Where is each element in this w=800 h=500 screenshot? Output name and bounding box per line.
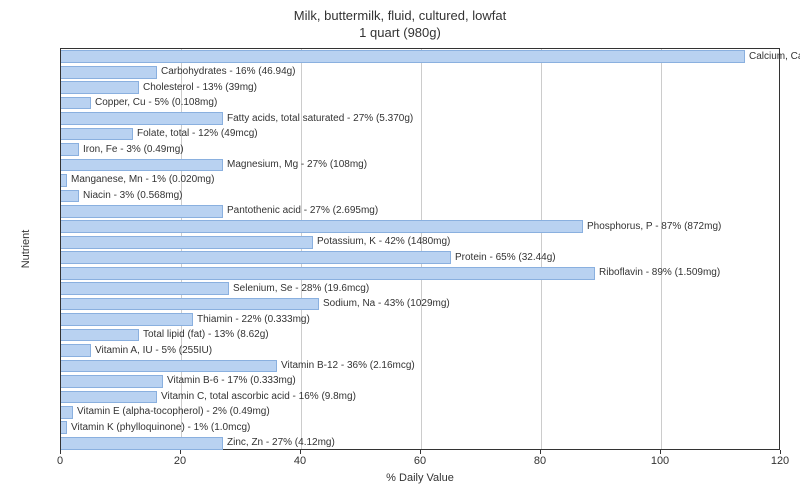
- gridline: [661, 49, 662, 449]
- chart-title: Milk, buttermilk, fluid, cultured, lowfa…: [0, 0, 800, 42]
- x-tick: [780, 450, 781, 454]
- nutrient-bar-label: Carbohydrates - 16% (46.94g): [161, 67, 296, 77]
- nutrient-bar-label: Vitamin B-6 - 17% (0.333mg): [167, 376, 296, 386]
- nutrient-bar-label: Zinc, Zn - 27% (4.12mg): [227, 438, 335, 448]
- x-tick: [180, 450, 181, 454]
- x-tick: [660, 450, 661, 454]
- gridline: [421, 49, 422, 449]
- x-tick-label: 40: [294, 455, 306, 467]
- nutrient-bar: [61, 97, 91, 110]
- x-tick: [60, 450, 61, 454]
- x-tick-label: 60: [414, 455, 426, 467]
- x-axis-label: % Daily Value: [386, 472, 454, 484]
- nutrient-bar-label: Vitamin B-12 - 36% (2.16mcg): [281, 361, 415, 371]
- nutrient-bar: [61, 50, 745, 63]
- nutrient-bar-label: Selenium, Se - 28% (19.6mcg): [233, 284, 369, 294]
- nutrient-bar: [61, 406, 73, 419]
- x-tick-label: 120: [771, 455, 789, 467]
- nutrient-bar-label: Riboflavin - 89% (1.509mg): [599, 268, 720, 278]
- nutrient-bar-label: Fatty acids, total saturated - 27% (5.37…: [227, 114, 413, 124]
- nutrient-bar: [61, 66, 157, 79]
- nutrient-bar-label: Manganese, Mn - 1% (0.020mg): [71, 175, 214, 185]
- nutrient-bar: [61, 391, 157, 404]
- gridline: [541, 49, 542, 449]
- nutrient-bar: [61, 375, 163, 388]
- x-tick-label: 0: [57, 455, 63, 467]
- title-line1: Milk, buttermilk, fluid, cultured, lowfa…: [294, 8, 506, 23]
- nutrient-bar: [61, 421, 67, 434]
- nutrient-bar: [61, 251, 451, 264]
- nutrient-bar: [61, 159, 223, 172]
- nutrient-bar: [61, 81, 139, 94]
- nutrient-bar: [61, 190, 79, 203]
- plot-area: Calcium, Ca - 114% (1137mg)Carbohydrates…: [60, 48, 780, 450]
- y-axis-label: Nutrient: [20, 230, 32, 269]
- nutrient-bar: [61, 344, 91, 357]
- nutrient-bar-label: Pantothenic acid - 27% (2.695mg): [227, 206, 378, 216]
- nutrient-bar: [61, 313, 193, 326]
- nutrient-bar: [61, 220, 583, 233]
- nutrient-bar-label: Folate, total - 12% (49mcg): [137, 129, 258, 139]
- nutrient-bar: [61, 205, 223, 218]
- x-tick: [540, 450, 541, 454]
- nutrient-bar-label: Vitamin C, total ascorbic acid - 16% (9.…: [161, 392, 356, 402]
- nutrient-bar-label: Phosphorus, P - 87% (872mg): [587, 222, 721, 232]
- nutrient-bar-label: Magnesium, Mg - 27% (108mg): [227, 160, 367, 170]
- nutrient-bar-label: Cholesterol - 13% (39mg): [143, 83, 257, 93]
- nutrient-bar-label: Calcium, Ca - 114% (1137mg): [749, 52, 800, 62]
- nutrient-bar: [61, 112, 223, 125]
- gridline: [301, 49, 302, 449]
- nutrient-bar-label: Total lipid (fat) - 13% (8.62g): [143, 330, 269, 340]
- x-tick-label: 20: [174, 455, 186, 467]
- gridline: [181, 49, 182, 449]
- nutrient-bar: [61, 267, 595, 280]
- nutrient-bar-chart: Milk, buttermilk, fluid, cultured, lowfa…: [0, 0, 800, 500]
- nutrient-bar: [61, 282, 229, 295]
- nutrient-bar: [61, 360, 277, 373]
- nutrient-bar-label: Iron, Fe - 3% (0.49mg): [83, 145, 184, 155]
- x-tick-label: 100: [651, 455, 669, 467]
- nutrient-bar-label: Potassium, K - 42% (1480mg): [317, 237, 450, 247]
- nutrient-bar-label: Niacin - 3% (0.568mg): [83, 191, 182, 201]
- nutrient-bar-label: Protein - 65% (32.44g): [455, 253, 556, 263]
- nutrient-bar: [61, 143, 79, 156]
- x-tick: [300, 450, 301, 454]
- nutrient-bar-label: Vitamin K (phylloquinone) - 1% (1.0mcg): [71, 423, 250, 433]
- x-tick-label: 80: [534, 455, 546, 467]
- x-tick: [420, 450, 421, 454]
- title-line2: 1 quart (980g): [359, 25, 441, 40]
- nutrient-bar: [61, 329, 139, 342]
- nutrient-bar: [61, 236, 313, 249]
- nutrient-bar-label: Thiamin - 22% (0.333mg): [197, 315, 310, 325]
- nutrient-bar: [61, 174, 67, 187]
- nutrient-bar: [61, 437, 223, 450]
- nutrient-bar-label: Copper, Cu - 5% (0.108mg): [95, 98, 217, 108]
- nutrient-bar-label: Vitamin E (alpha-tocopherol) - 2% (0.49m…: [77, 407, 270, 417]
- nutrient-bar: [61, 298, 319, 311]
- nutrient-bar-label: Sodium, Na - 43% (1029mg): [323, 299, 450, 309]
- nutrient-bar-label: Vitamin A, IU - 5% (255IU): [95, 346, 212, 356]
- nutrient-bar: [61, 128, 133, 141]
